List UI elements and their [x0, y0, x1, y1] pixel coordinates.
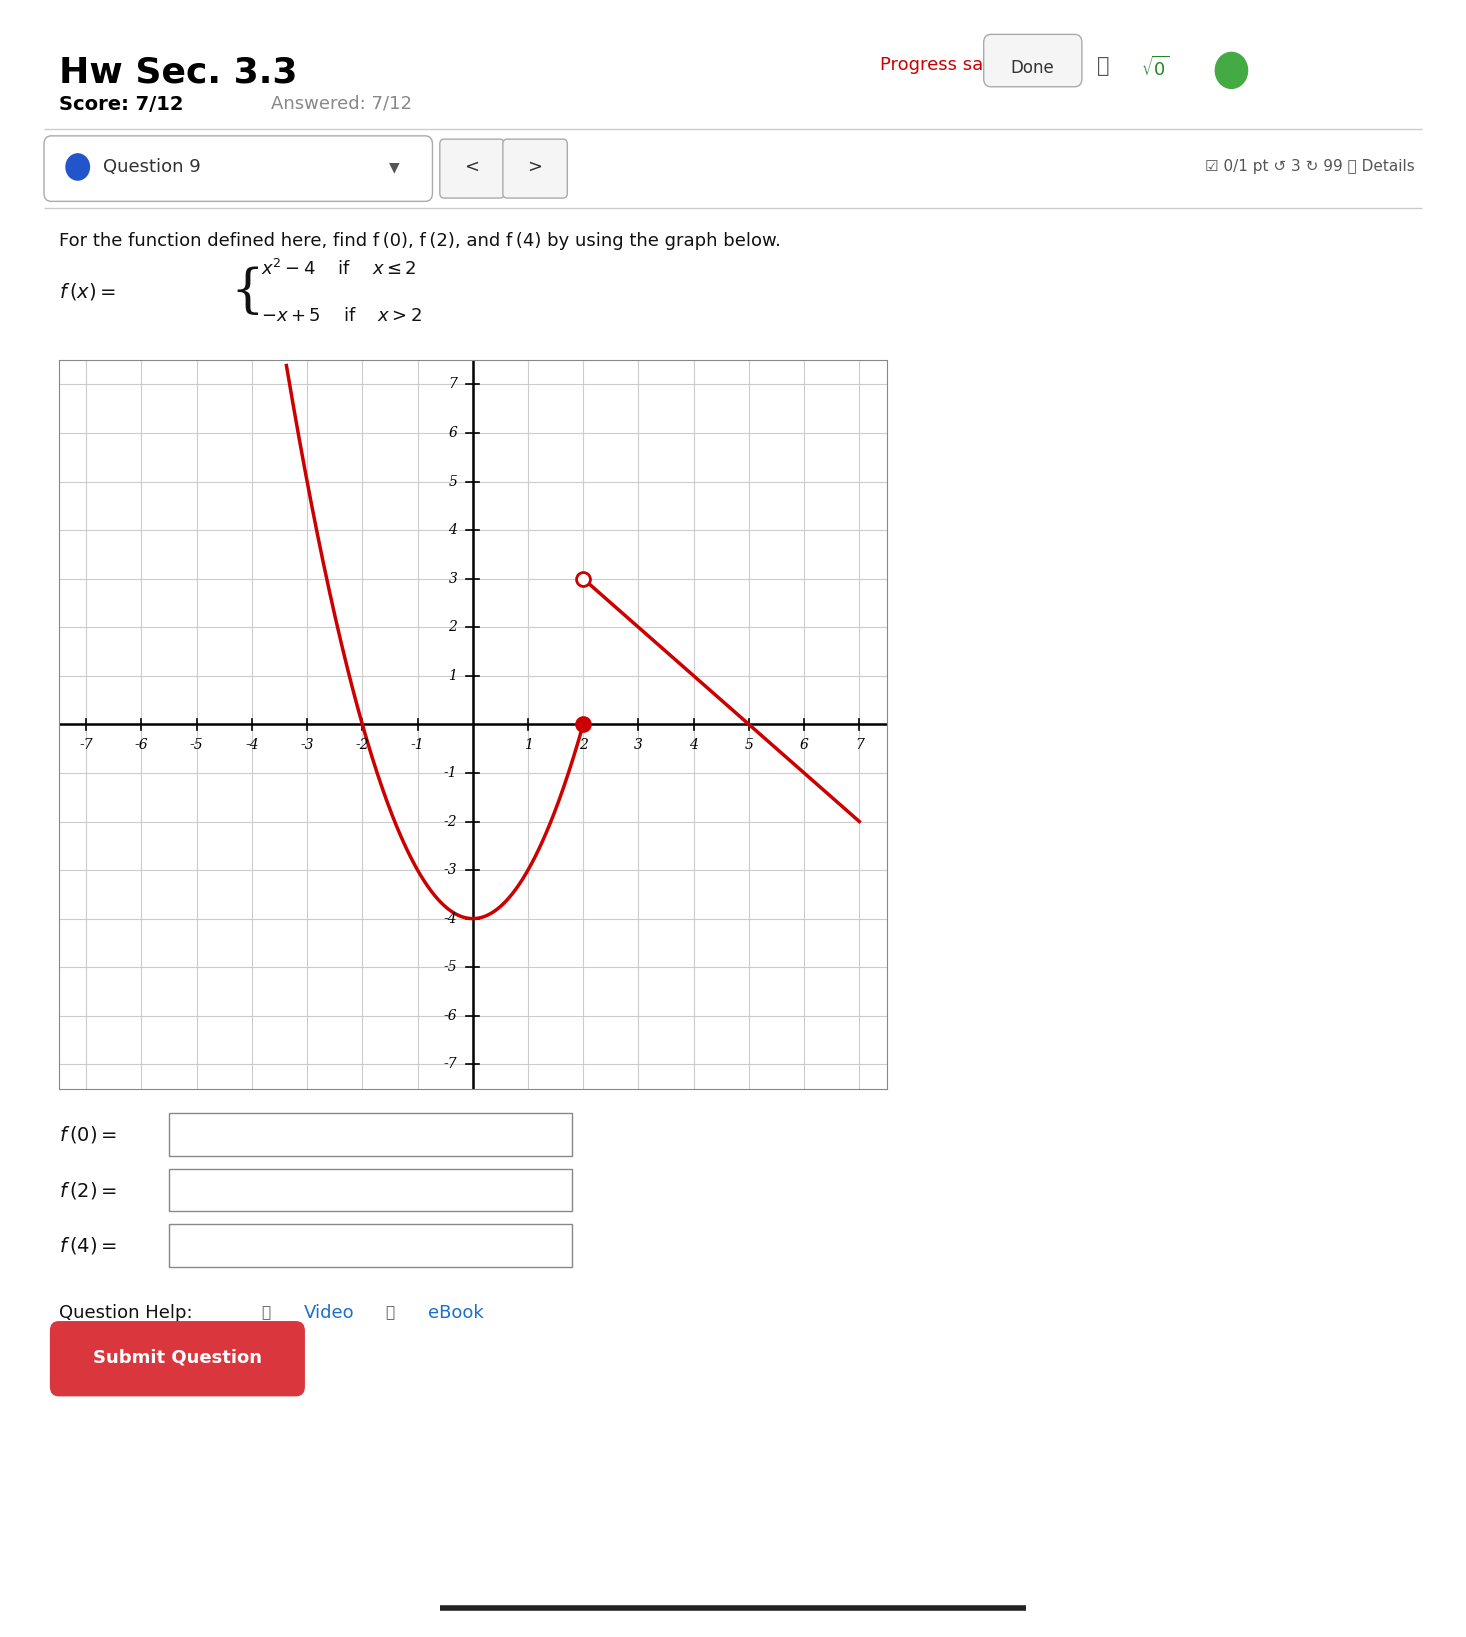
Text: 2: 2 [449, 620, 457, 634]
Text: Score: 7/12: Score: 7/12 [59, 95, 183, 115]
Text: $f\,(4) =$: $f\,(4) =$ [59, 1236, 116, 1256]
Text: -6: -6 [135, 738, 148, 751]
Text: -6: -6 [444, 1008, 457, 1023]
Text: >: > [528, 159, 542, 175]
Text: ☑ 0/1 pt ↺ 3 ↻ 99 ⓘ Details: ☑ 0/1 pt ↺ 3 ↻ 99 ⓘ Details [1205, 159, 1415, 175]
Text: $f\,(2) =$: $f\,(2) =$ [59, 1180, 116, 1200]
Text: 1: 1 [523, 738, 532, 751]
Circle shape [66, 154, 89, 180]
Circle shape [1215, 52, 1248, 88]
FancyBboxPatch shape [440, 139, 504, 198]
Text: $-x + 5$    if    $x > 2$: $-x + 5$ if $x > 2$ [261, 308, 422, 324]
Text: Video: Video [303, 1305, 355, 1321]
Text: Question 9: Question 9 [103, 159, 201, 175]
FancyBboxPatch shape [169, 1113, 572, 1156]
Text: Hw Sec. 3.3: Hw Sec. 3.3 [59, 56, 298, 90]
Text: $x^2 - 4$    if    $x \leq 2$: $x^2 - 4$ if $x \leq 2$ [261, 259, 416, 278]
FancyBboxPatch shape [984, 34, 1082, 87]
Text: $\sqrt{0}$: $\sqrt{0}$ [1141, 56, 1168, 80]
Text: 3: 3 [633, 738, 644, 751]
Text: 6: 6 [799, 738, 809, 751]
Text: 📄: 📄 [386, 1305, 394, 1321]
Text: -3: -3 [444, 863, 457, 877]
Text: -4: -4 [444, 912, 457, 925]
Text: Submit Question: Submit Question [92, 1349, 262, 1365]
Text: <: < [465, 159, 479, 175]
Text: 3: 3 [449, 571, 457, 586]
Text: 2: 2 [579, 738, 588, 751]
Text: Answered: 7/12: Answered: 7/12 [271, 95, 412, 113]
Text: Progress saved: Progress saved [880, 56, 1016, 74]
Text: $f\,(0) =$: $f\,(0) =$ [59, 1125, 116, 1144]
Text: 6: 6 [449, 426, 457, 440]
Text: ⎙: ⎙ [1097, 56, 1110, 75]
Text: 5: 5 [745, 738, 754, 751]
Text: 5: 5 [449, 475, 457, 488]
FancyBboxPatch shape [50, 1321, 305, 1396]
Text: -1: -1 [410, 738, 424, 751]
Text: 1: 1 [449, 670, 457, 683]
Text: 4: 4 [689, 738, 698, 751]
Text: -5: -5 [444, 961, 457, 974]
Text: -1: -1 [444, 766, 457, 779]
Text: Question Help:: Question Help: [59, 1305, 192, 1321]
Text: 7: 7 [855, 738, 863, 751]
Text: -3: -3 [301, 738, 314, 751]
Text: {: { [230, 265, 264, 318]
Text: 📄: 📄 [261, 1305, 270, 1321]
Text: -2: -2 [444, 815, 457, 828]
FancyBboxPatch shape [169, 1169, 572, 1211]
Text: 4: 4 [449, 524, 457, 537]
FancyBboxPatch shape [503, 139, 567, 198]
FancyBboxPatch shape [169, 1224, 572, 1267]
Text: -7: -7 [79, 738, 92, 751]
Text: eBook: eBook [428, 1305, 484, 1321]
FancyBboxPatch shape [44, 136, 432, 201]
Text: Done: Done [1010, 59, 1054, 77]
Text: $f\,(x) = $: $f\,(x) = $ [59, 282, 116, 301]
Text: For the function defined here, find f (0), f (2), and f (4) by using the graph b: For the function defined here, find f (0… [59, 232, 780, 250]
Text: -7: -7 [444, 1058, 457, 1071]
Text: ▼: ▼ [388, 160, 399, 174]
Text: -5: -5 [191, 738, 204, 751]
Text: -2: -2 [356, 738, 369, 751]
Text: -4: -4 [245, 738, 258, 751]
Text: 7: 7 [449, 378, 457, 391]
